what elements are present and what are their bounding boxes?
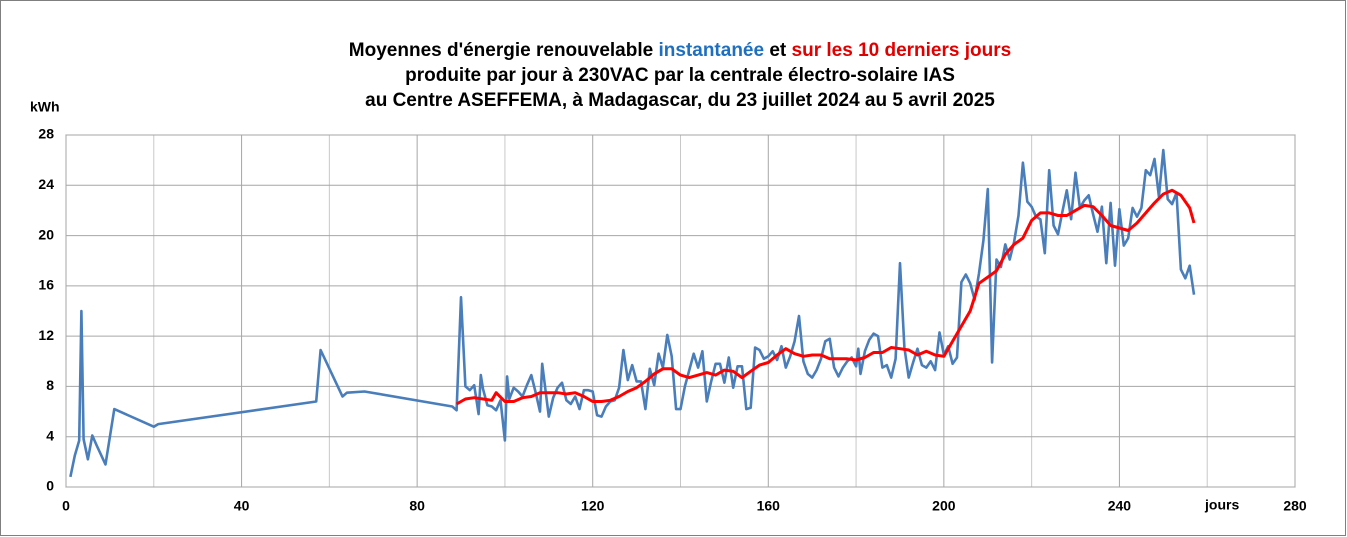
x-tick-label: 280 — [1283, 498, 1307, 514]
x-axis-label: jours — [1204, 497, 1239, 513]
y-tick-label: 0 — [46, 478, 54, 494]
series-line — [69, 148, 1196, 478]
x-tick-label: 160 — [757, 498, 781, 514]
series-line — [455, 188, 1196, 406]
title-part: sur les 10 derniers jours — [792, 40, 1012, 61]
y-tick-label: 12 — [38, 327, 54, 343]
x-tick-label: 240 — [1108, 498, 1132, 514]
x-tick-label: 40 — [234, 498, 250, 514]
y-axis-label: kWh — [30, 99, 60, 115]
y-tick-label: 8 — [46, 377, 54, 393]
title-line-1: Moyennes d'énergie renouvelable instanta… — [349, 40, 1011, 61]
y-tick-label: 20 — [38, 226, 54, 242]
x-tick-label: 200 — [932, 498, 956, 514]
x-tick-label: 0 — [62, 498, 70, 514]
title-line-2: produite par jour à 230VAC par la centra… — [405, 65, 955, 86]
y-tick-label: 24 — [38, 176, 54, 192]
x-tick-label: 120 — [581, 498, 605, 514]
x-tick-label: 80 — [409, 498, 425, 514]
y-tick-label: 4 — [46, 427, 54, 443]
title-line-3: au Centre ASEFFEMA, à Madagascar, du 23 … — [365, 90, 995, 111]
y-tick-label: 16 — [38, 277, 54, 293]
title-part: et — [769, 40, 787, 61]
y-tick-label: 28 — [38, 126, 54, 142]
title-part: instantanée — [658, 40, 764, 61]
title-part: Moyennes d'énergie renouvelable — [349, 40, 653, 61]
